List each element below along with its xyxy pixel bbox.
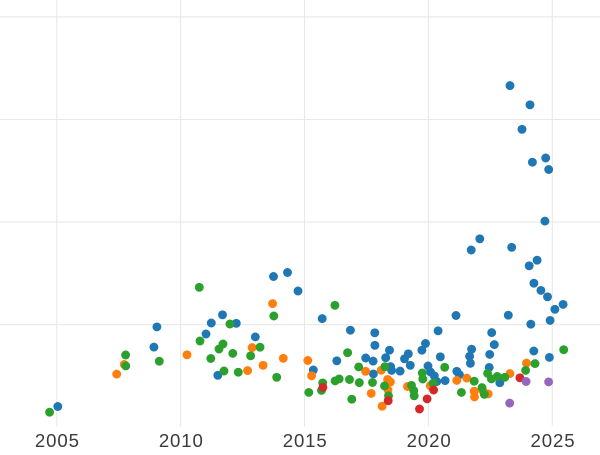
svg-text:2005: 2005	[35, 430, 80, 450]
svg-text:2025: 2025	[531, 430, 576, 450]
svg-text:2015: 2015	[283, 430, 328, 450]
svg-text:2020: 2020	[407, 430, 452, 450]
svg-text:2010: 2010	[159, 430, 204, 450]
